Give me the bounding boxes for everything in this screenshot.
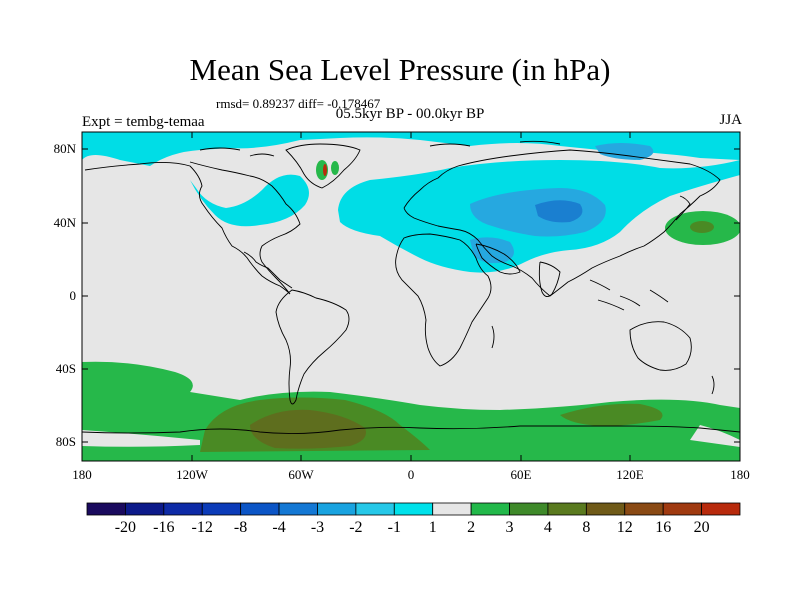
coastline-africa: [395, 233, 492, 367]
anomaly-arctic-negative: [82, 132, 740, 166]
colorbar-swatch: [701, 502, 741, 516]
colorbar-label: -2: [349, 519, 363, 536]
colorbar-swatch: [86, 502, 126, 516]
coastline-greenland: [285, 143, 361, 189]
x-label-60w: 60W: [288, 467, 314, 482]
x-label-180w: 180: [72, 467, 92, 482]
colorbar-swatch: [393, 502, 434, 516]
y-label-80s: 80S: [55, 434, 76, 449]
colorbar-label: 20: [693, 519, 710, 536]
colorbar-label: 4: [543, 519, 552, 536]
anomaly-asia-deep-blue: [535, 200, 583, 223]
colorbar-label: -4: [272, 519, 286, 536]
x-ticks: [81, 132, 741, 461]
x-label-60e: 60E: [510, 467, 532, 482]
anomaly-greenland-green-2: [331, 161, 339, 175]
colorbar-swatch: [509, 502, 549, 516]
coastline-japan: [675, 195, 691, 221]
anomaly-antarctic-neutral: [82, 430, 200, 447]
colorbar-label: -8: [233, 519, 248, 536]
colorbar-label: 3: [505, 519, 514, 536]
colorbar-swatch: [355, 502, 395, 516]
colorbar: [86, 502, 741, 516]
stats-text: rmsd= 0.89237 diff= -0.178467: [216, 96, 381, 111]
x-label-180e: 180: [730, 467, 750, 482]
colorbar-swatch: [317, 502, 357, 516]
colorbar-label: -16: [153, 519, 175, 536]
coastline-central-america: [243, 251, 293, 289]
colorbar-swatch: [432, 502, 472, 516]
colorbar-label: 16: [655, 519, 672, 536]
colorbar-label: 2: [467, 519, 476, 536]
colorbar-swatch: [278, 502, 318, 516]
colorbar-label: -3: [310, 519, 325, 536]
coastline-madagascar: [491, 325, 495, 349]
colorbar-label: 12: [616, 519, 633, 536]
coastline-south-america: [275, 289, 350, 405]
colorbar-swatch: [662, 502, 702, 516]
anomaly-antarctic-olive: [250, 409, 366, 449]
coastline-new-zealand: [711, 375, 715, 395]
colorbar-label: -1: [387, 519, 401, 536]
experiment-label: Expt = tembg-temaa: [82, 114, 205, 130]
period-text: 05.5kyr BP - 00.0kyr BP: [335, 106, 485, 122]
colorbar-label: -20: [114, 519, 137, 536]
x-label-0: 0: [407, 467, 415, 482]
y-ticks: [82, 148, 740, 443]
x-label-120e: 120E: [616, 467, 644, 482]
coastline-se-asia: [589, 279, 669, 311]
coastlines: [82, 140, 740, 435]
y-label-0: 0: [69, 288, 77, 303]
colorbar-swatch: [624, 502, 664, 516]
colorbar-label: 1: [428, 519, 437, 536]
coastline-north-america: [84, 161, 301, 295]
map-title: Mean Sea Level Pressure (in hPa): [189, 52, 611, 87]
coastline-india: [538, 261, 561, 297]
colorbar-swatch: [125, 502, 165, 516]
colorbar-swatch: [547, 502, 587, 516]
colorbar-swatch: [201, 502, 242, 516]
coastline-antarctica: [82, 425, 740, 435]
coastline-arctic-islands: [199, 140, 561, 157]
anomaly-antarctic-dark-green-east: [560, 403, 663, 426]
colorbar-swatch: [470, 502, 510, 516]
anomaly-north-atlantic-negative: [190, 174, 309, 227]
colorbar-swatch: [585, 502, 626, 516]
anomaly-south-atlantic-green: [82, 380, 175, 400]
anomaly-fields: [82, 132, 740, 461]
coastline-eurasia: [403, 149, 721, 297]
anomaly-antarctic-neutral-east: [690, 425, 740, 447]
colorbar-label: -12: [191, 519, 213, 536]
x-label-120w: 120W: [176, 467, 208, 482]
colorbar-label: 8: [582, 519, 591, 536]
y-label-40n: 40N: [53, 215, 76, 230]
anomaly-pacific-positive-core: [690, 221, 714, 233]
season-label: JJA: [719, 112, 742, 128]
anomaly-greenland-red: [323, 164, 327, 176]
anomaly-kara-blue: [595, 143, 654, 160]
colorbar-swatch: [240, 502, 280, 516]
coastline-australia: [629, 321, 692, 371]
y-label-40s: 40S: [55, 361, 76, 376]
coastline-arabia: [475, 243, 521, 275]
colorbar-swatch: [163, 502, 203, 516]
y-label-80n: 80N: [53, 141, 76, 156]
